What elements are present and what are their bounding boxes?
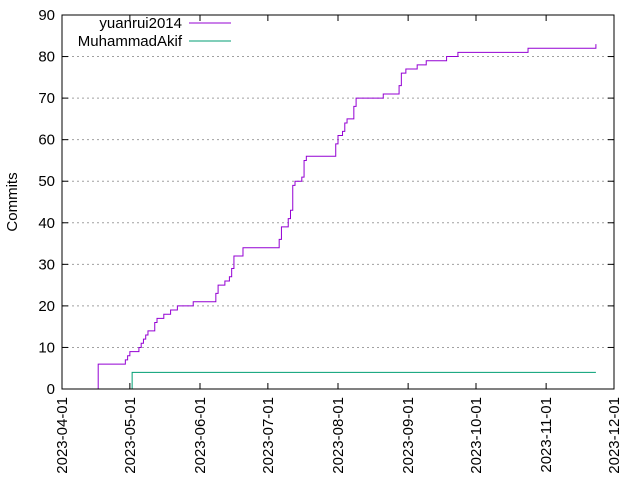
series-lines — [95, 44, 597, 390]
x-tick-label: 2023-06-01 — [192, 397, 209, 474]
y-axis-title: Commits — [4, 172, 21, 231]
y-tick-label: 80 — [38, 49, 55, 66]
legend-label-muhammadakif: MuhammadAkif — [78, 33, 183, 50]
x-tick-label: 2023-04-01 — [54, 397, 71, 474]
y-tick-label: 50 — [38, 173, 55, 190]
y-tick-label: 0 — [47, 381, 55, 398]
x-tick-label: 2023-05-01 — [122, 397, 139, 474]
x-axis-ticks: 2023-04-01 2023-05-01 2023-06-01 2023-07-01… — [54, 15, 623, 474]
grid-lines — [62, 56, 614, 348]
x-tick-label: 2023-09-01 — [400, 397, 417, 474]
x-tick-label: 2023-08-01 — [330, 397, 347, 474]
y-tick-label: 20 — [38, 298, 55, 315]
x-tick-label: 2023-11-01 — [538, 397, 555, 473]
plot-area-border — [61, 14, 615, 390]
y-tick-label: 40 — [38, 215, 55, 232]
x-tick-label: 2023-12-01 — [606, 397, 623, 474]
y-tick-label: 70 — [38, 90, 55, 107]
legend: yuanrui2014 MuhammadAkif — [78, 15, 231, 50]
y-tick-label: 10 — [38, 339, 55, 356]
x-tick-label: 2023-07-01 — [260, 397, 277, 474]
y-tick-label: 30 — [38, 256, 55, 273]
series-line-yuanrui2014 — [95, 44, 597, 390]
legend-label-yuanrui2014: yuanrui2014 — [99, 15, 182, 32]
y-tick-label: 90 — [38, 7, 55, 24]
y-tick-label: 60 — [38, 132, 55, 149]
x-tick-label: 2023-10-01 — [468, 397, 485, 474]
y-axis-ticks: 0 10 20 30 40 50 60 70 80 90 — [38, 7, 614, 398]
